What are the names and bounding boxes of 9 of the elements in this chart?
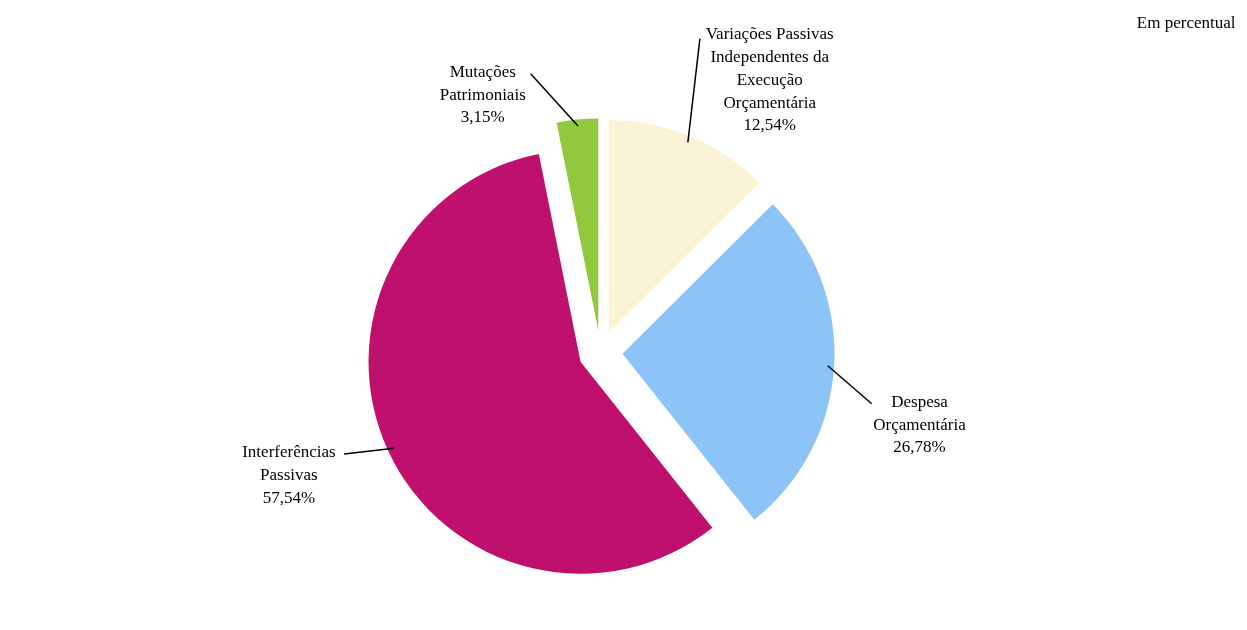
data-label: 26,78%	[893, 437, 946, 457]
data-label: 12,54%	[743, 115, 796, 135]
text: Em percentual	[1136, 13, 1236, 32]
slice-label: Mutações Patrimoniais	[439, 61, 526, 104]
data-label: 3,15%	[460, 107, 505, 127]
data-label: 57,54%	[262, 487, 316, 507]
slice-label: Despesa Orçamentária	[873, 391, 967, 434]
slice-label: Interferências Passivas	[242, 442, 336, 484]
slice-label: Variações Passivas Independentes da Execução Orçamentária	[705, 24, 834, 112]
